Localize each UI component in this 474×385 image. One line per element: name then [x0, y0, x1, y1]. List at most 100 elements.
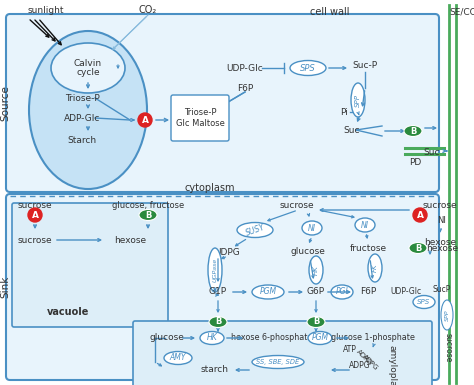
Text: glucose 1-phosphate: glucose 1-phosphate — [331, 333, 415, 343]
Text: PGI: PGI — [336, 288, 348, 296]
Text: sucrose: sucrose — [423, 201, 457, 209]
Ellipse shape — [290, 60, 326, 75]
Text: hexose: hexose — [114, 236, 146, 244]
Text: HK: HK — [313, 265, 319, 275]
Circle shape — [138, 113, 152, 127]
Text: HK: HK — [207, 333, 218, 343]
Text: ADP-Glc: ADP-Glc — [64, 114, 100, 122]
Text: F6P: F6P — [360, 288, 376, 296]
Ellipse shape — [441, 300, 453, 330]
Ellipse shape — [29, 31, 147, 189]
Text: B: B — [215, 318, 221, 326]
Text: NI: NI — [438, 216, 447, 224]
Circle shape — [28, 208, 42, 222]
Text: hexose: hexose — [424, 238, 456, 246]
Text: starch: starch — [201, 365, 229, 375]
Text: ADPG: ADPG — [361, 353, 379, 371]
Text: NI: NI — [308, 224, 316, 233]
Text: SPS: SPS — [300, 64, 316, 72]
Circle shape — [413, 208, 427, 222]
Text: cytoplasm: cytoplasm — [185, 183, 235, 193]
Text: Suc: Suc — [424, 147, 440, 156]
Text: glucose: glucose — [291, 248, 326, 256]
Ellipse shape — [51, 43, 125, 93]
Ellipse shape — [308, 331, 332, 345]
Text: cell wall: cell wall — [310, 7, 350, 17]
Ellipse shape — [404, 126, 422, 137]
Text: sucrose: sucrose — [18, 236, 52, 244]
Text: SPP: SPP — [355, 94, 361, 107]
Text: Source: Source — [0, 85, 10, 121]
Text: UGPase: UGPase — [212, 258, 218, 282]
Text: SPP: SPP — [445, 309, 449, 321]
FancyBboxPatch shape — [6, 14, 439, 192]
Text: AMY: AMY — [170, 353, 186, 363]
Text: SucP: SucP — [433, 286, 451, 295]
Ellipse shape — [409, 243, 427, 253]
Text: A: A — [31, 211, 38, 219]
Ellipse shape — [209, 316, 227, 328]
Text: fructose: fructose — [349, 243, 387, 253]
Text: UDPG: UDPG — [214, 248, 240, 256]
FancyBboxPatch shape — [133, 321, 432, 385]
Ellipse shape — [368, 254, 382, 282]
Text: PGM: PGM — [259, 288, 276, 296]
Text: B: B — [145, 211, 151, 219]
Text: ADPG: ADPG — [355, 348, 373, 366]
Text: B: B — [415, 243, 421, 253]
Text: FK: FK — [372, 264, 378, 272]
Text: hexose 6-phosphate: hexose 6-phosphate — [231, 333, 313, 343]
Text: Sink: Sink — [0, 276, 10, 298]
Text: glucose, fructose: glucose, fructose — [112, 201, 184, 209]
Text: SS, SBE, SDE: SS, SBE, SDE — [256, 359, 300, 365]
Text: Starch: Starch — [67, 136, 97, 144]
Text: CO₂: CO₂ — [139, 5, 157, 15]
Ellipse shape — [355, 218, 375, 232]
Text: hexose: hexose — [426, 243, 458, 253]
Text: SUSY: SUSY — [244, 223, 266, 238]
Text: UDP-Glc: UDP-Glc — [391, 288, 421, 296]
Text: glucose: glucose — [150, 333, 184, 343]
Text: NI: NI — [361, 221, 369, 229]
Text: Triose-P
Glc Maltose: Triose-P Glc Maltose — [175, 108, 224, 128]
Text: B: B — [313, 318, 319, 326]
Text: ATP: ATP — [343, 345, 357, 355]
Ellipse shape — [309, 256, 323, 284]
Text: A: A — [417, 211, 423, 219]
Text: sunlight: sunlight — [28, 5, 64, 15]
Text: SE/CC: SE/CC — [449, 7, 474, 17]
Ellipse shape — [208, 248, 222, 292]
Text: sucrose: sucrose — [18, 201, 52, 209]
Text: Pi: Pi — [340, 107, 348, 117]
Text: vacuole: vacuole — [47, 307, 89, 317]
Ellipse shape — [307, 316, 325, 328]
Text: SPS: SPS — [418, 299, 430, 305]
Ellipse shape — [331, 285, 353, 299]
Text: PGM: PGM — [311, 333, 328, 343]
Text: sucrose: sucrose — [444, 333, 453, 363]
Text: Suc-P: Suc-P — [353, 60, 378, 70]
Text: PD: PD — [409, 157, 421, 166]
Text: Calvin: Calvin — [74, 59, 102, 67]
FancyBboxPatch shape — [12, 203, 168, 327]
Text: Triose-P: Triose-P — [64, 94, 100, 102]
Text: cycle: cycle — [76, 67, 100, 77]
Ellipse shape — [252, 285, 284, 299]
Ellipse shape — [139, 209, 157, 221]
Text: A: A — [142, 116, 148, 124]
Text: F6P: F6P — [237, 84, 253, 92]
Ellipse shape — [237, 223, 273, 238]
Text: amyloplast: amyloplast — [388, 345, 396, 385]
Ellipse shape — [302, 221, 322, 235]
Ellipse shape — [200, 331, 224, 345]
Text: sucrose: sucrose — [280, 201, 314, 209]
Ellipse shape — [164, 352, 192, 365]
Text: UDP-Glc: UDP-Glc — [227, 64, 264, 72]
Text: ADPG: ADPG — [349, 360, 371, 370]
Text: G1P: G1P — [209, 288, 227, 296]
Ellipse shape — [351, 83, 365, 117]
Text: Suc: Suc — [344, 126, 360, 134]
Ellipse shape — [413, 296, 435, 308]
Text: B: B — [410, 127, 416, 136]
Ellipse shape — [252, 355, 304, 368]
